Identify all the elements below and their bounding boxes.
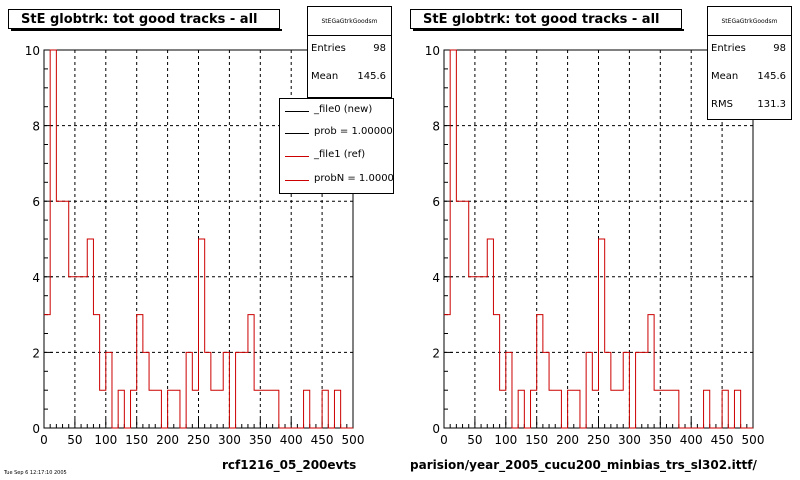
- y-tick-label: 6: [32, 195, 40, 209]
- legend-label: probN = 1.000000: [314, 173, 394, 184]
- x-tick-label: 250: [187, 433, 210, 447]
- legend-label: _file0 (new): [314, 104, 373, 115]
- legend: _file0 (new) prob = 1.000000 _file1 (ref…: [279, 98, 394, 194]
- x-tick-label: 100: [494, 433, 517, 447]
- x-tick-label: 400: [280, 433, 303, 447]
- x-tick-label: 350: [249, 433, 272, 447]
- stats-rms-value: 131.3: [757, 99, 786, 110]
- y-tick-label: 2: [32, 346, 40, 360]
- stats-name: StEGaGtrkGoodsm: [708, 7, 791, 36]
- x-tick-label: 450: [311, 433, 334, 447]
- x-tick-label: 150: [525, 433, 548, 447]
- x-tick-label: 500: [742, 433, 765, 447]
- histogram-series-ref: [44, 49, 353, 429]
- x-tick-label: 0: [40, 433, 48, 447]
- x-tick-label: 150: [125, 433, 148, 447]
- stats-entries-row: Entries 98: [711, 41, 786, 57]
- x-tick-label: 200: [556, 433, 579, 447]
- y-tick-label: 6: [432, 195, 440, 209]
- stats-box-left: StEGaGtrkGoodsm Entries 98 Mean 145.6: [307, 6, 392, 98]
- stats-mean-row: Mean 145.6: [311, 69, 386, 85]
- y-tick-label: 10: [25, 44, 40, 58]
- legend-label: _file1 (ref): [314, 149, 366, 160]
- stats-rms-row: RMS 131.3: [711, 97, 786, 113]
- x-tick-label: 50: [67, 433, 82, 447]
- y-tick-label: 0: [432, 422, 440, 436]
- x-tick-label: 300: [618, 433, 641, 447]
- x-tick-label: 250: [587, 433, 610, 447]
- x-tick-label: 50: [467, 433, 482, 447]
- panel-title-left: StE globtrk: tot good tracks - all: [8, 9, 282, 31]
- panel-title-right: StE globtrk: tot good tracks - all: [410, 9, 684, 31]
- footer-label-right: parision/year_2005_cucu200_minbias_trs_s…: [410, 458, 757, 472]
- legend-line: [285, 133, 309, 134]
- stats-mean-value: 145.6: [757, 71, 786, 82]
- stats-box-right: StEGaGtrkGoodsm Entries 98 Mean 145.6 RM…: [707, 6, 792, 120]
- y-tick-label: 4: [432, 271, 440, 285]
- y-tick-label: 8: [432, 120, 440, 134]
- x-tick-label: 400: [680, 433, 703, 447]
- legend-line: [285, 156, 309, 157]
- x-tick-label: 100: [94, 433, 117, 447]
- legend-entry-probn: probN = 1.000000: [280, 170, 394, 190]
- legend-label: prob = 1.000000: [314, 126, 394, 137]
- stats-entries-label: Entries: [711, 43, 746, 54]
- legend-entry-file1: _file1 (ref): [280, 146, 393, 166]
- stats-entries-label: Entries: [311, 43, 346, 54]
- legend-entry-prob: prob = 1.000000: [280, 123, 394, 143]
- stats-entries-value: 98: [773, 43, 786, 54]
- footer-label-left: rcf1216_05_200evts: [222, 458, 357, 472]
- stats-name: StEGaGtrkGoodsm: [308, 7, 391, 36]
- stats-entries-value: 98: [373, 43, 386, 54]
- y-tick-label: 0: [32, 422, 40, 436]
- legend-line: [285, 111, 309, 112]
- y-tick-label: 8: [32, 120, 40, 134]
- stats-entries-row: Entries 98: [311, 41, 386, 57]
- y-tick-label: 4: [32, 271, 40, 285]
- stats-mean-row: Mean 145.6: [711, 69, 786, 85]
- x-tick-label: 0: [440, 433, 448, 447]
- legend-line: [285, 180, 309, 181]
- x-tick-label: 350: [649, 433, 672, 447]
- y-tick-label: 10: [425, 44, 440, 58]
- timestamp-label: Tue Sep 6 12:17:10 2005: [4, 470, 67, 476]
- x-tick-label: 450: [711, 433, 734, 447]
- stats-mean-label: Mean: [311, 71, 339, 82]
- stats-mean-label: Mean: [711, 71, 739, 82]
- legend-entry-file0: _file0 (new): [280, 101, 393, 121]
- y-tick-label: 2: [432, 346, 440, 360]
- x-tick-label: 200: [156, 433, 179, 447]
- histogram-right: 0 50 100 150 200 250 300 350 400 450 500 0 2 4 6 8 10: [425, 44, 765, 447]
- stats-rms-label: RMS: [711, 99, 733, 110]
- x-tick-label: 300: [218, 433, 241, 447]
- x-tick-label: 500: [342, 433, 365, 447]
- stats-mean-value: 145.6: [357, 71, 386, 82]
- histogram-series-ref: [444, 49, 753, 429]
